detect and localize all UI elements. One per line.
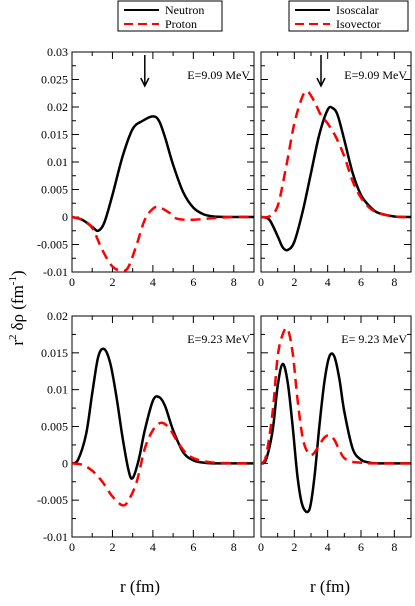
y-axis-title: r2δρ (fm-1) bbox=[7, 270, 27, 345]
arrow-marker bbox=[140, 55, 150, 88]
y-tick-label: 0.025 bbox=[41, 73, 68, 87]
panel-4: 0 2 4 6 8 E= 9.23 MeV bbox=[258, 315, 412, 554]
x-tick-label: 8 bbox=[231, 540, 237, 554]
plot-frame bbox=[71, 51, 255, 273]
panels: 0 2 4 6 8 -0.01 -0.005 0 0.005 0.01 0.015 0.02 0.025… bbox=[37, 45, 412, 554]
y-tick-label: 0.01 bbox=[47, 155, 68, 169]
x-tick-label: 0 bbox=[258, 540, 264, 554]
plot-frame bbox=[260, 51, 412, 273]
x-tick-label: 2 bbox=[291, 275, 297, 289]
x-tick-label: 6 bbox=[358, 540, 364, 554]
x-tick-label: 0 bbox=[69, 275, 75, 289]
series-line-proton bbox=[72, 421, 254, 507]
series-line-neutron bbox=[72, 347, 254, 480]
x-tick-label: 8 bbox=[231, 275, 237, 289]
y-tick-label: 0.02 bbox=[47, 309, 68, 323]
y-tick-label: 0.005 bbox=[41, 183, 68, 197]
x-tick-label: 6 bbox=[358, 275, 364, 289]
x-tick-label: 4 bbox=[150, 540, 156, 554]
x-axis-title-right: r (fm) bbox=[310, 577, 350, 596]
series-line-isoscalar bbox=[261, 352, 411, 514]
legend-left: Neutron Proton bbox=[117, 0, 223, 32]
legend-label-neutron: Neutron bbox=[165, 3, 204, 17]
panel-3: 0 2 4 6 8 -0.01 -0.005 0 0.005 0.01 0.015 0.02 E=9.2… bbox=[37, 309, 255, 554]
y-tick-label: 0.01 bbox=[47, 383, 68, 397]
legend-box bbox=[288, 0, 409, 32]
x-tick-label: 8 bbox=[391, 275, 397, 289]
legend-right: Isoscalar Isovector bbox=[288, 0, 409, 32]
legend-label-proton: Proton bbox=[165, 17, 197, 31]
x-tick-label: 0 bbox=[258, 275, 264, 289]
series-line-proton bbox=[72, 205, 254, 272]
energy-annotation: E=9.09 MeV bbox=[187, 68, 250, 82]
energy-annotation: E=9.23 MeV bbox=[187, 332, 250, 346]
energy-annotation: E= 9.23 MeV bbox=[341, 332, 407, 346]
y-tick-label: -0.01 bbox=[43, 530, 68, 544]
x-tick-label: 2 bbox=[109, 540, 115, 554]
x-tick-label: 4 bbox=[150, 275, 156, 289]
y-tick-label: 0 bbox=[62, 210, 68, 224]
y-tick-label: -0.01 bbox=[43, 265, 68, 279]
x-tick-label: 8 bbox=[391, 540, 397, 554]
x-tick-label: 4 bbox=[325, 540, 331, 554]
x-axis-title-left: r (fm) bbox=[120, 577, 160, 596]
y-tick-label: 0.03 bbox=[47, 45, 68, 59]
panel-2: 0 2 4 6 8 E=9.09 MeV bbox=[258, 51, 412, 289]
y-tick-label: 0.005 bbox=[41, 420, 68, 434]
y-tick-label: 0.02 bbox=[47, 100, 68, 114]
y-tick-label: -0.005 bbox=[37, 493, 68, 507]
x-tick-label: 2 bbox=[291, 540, 297, 554]
x-tick-label: 6 bbox=[190, 275, 196, 289]
x-tick-label: 4 bbox=[325, 275, 331, 289]
energy-annotation: E=9.09 MeV bbox=[344, 68, 407, 82]
legend-box bbox=[117, 0, 223, 32]
plot-frame bbox=[71, 315, 255, 538]
y-tick-label: 0.015 bbox=[41, 128, 68, 142]
series-line-neutron bbox=[72, 115, 254, 233]
y-tick-label: 0.015 bbox=[41, 346, 68, 360]
x-tick-label: 0 bbox=[69, 540, 75, 554]
y-tick-label: 0 bbox=[62, 456, 68, 470]
plot-frame bbox=[260, 315, 412, 538]
series-line-isovector bbox=[261, 326, 411, 465]
legend-label-isovector: Isovector bbox=[336, 17, 381, 31]
x-tick-label: 6 bbox=[190, 540, 196, 554]
x-tick-label: 2 bbox=[109, 275, 115, 289]
series-line-isovector bbox=[261, 89, 411, 219]
y-tick-label: -0.005 bbox=[37, 238, 68, 252]
arrow-marker bbox=[316, 55, 326, 88]
panel-1: 0 2 4 6 8 -0.01 -0.005 0 0.005 0.01 0.015 0.02 0.025… bbox=[37, 45, 255, 289]
legend-label-isoscalar: Isoscalar bbox=[336, 3, 379, 17]
